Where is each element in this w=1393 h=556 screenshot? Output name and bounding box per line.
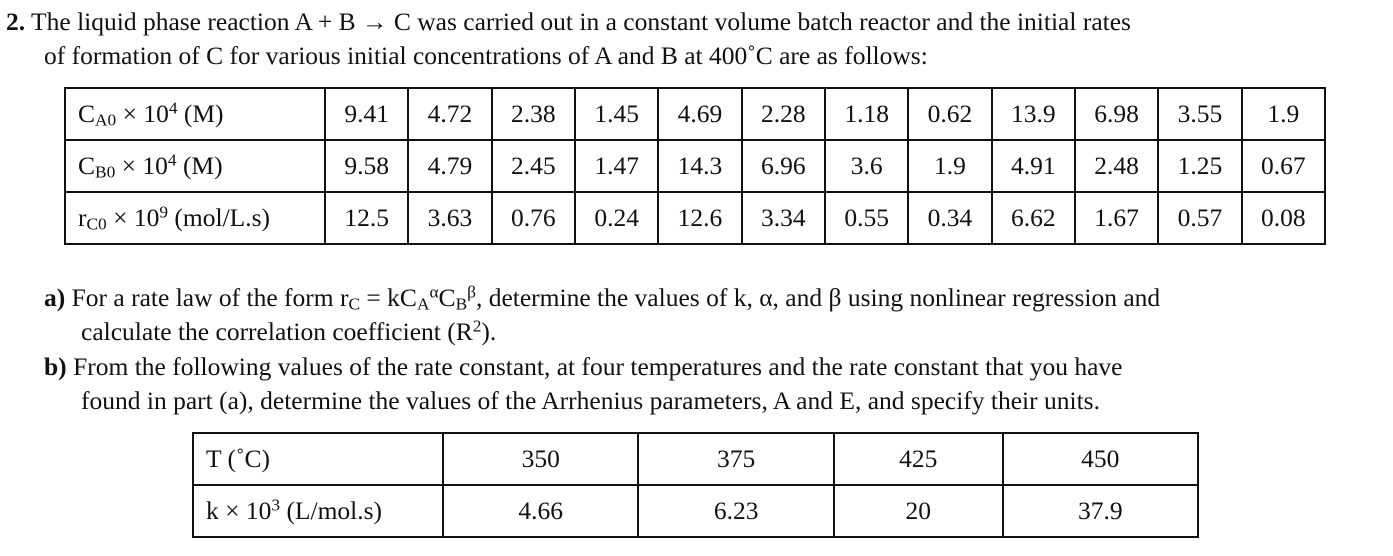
- part-b-line: found in part (a), determine the values …: [81, 386, 1100, 415]
- table-cell: 3.34: [740, 191, 826, 245]
- table-cell: 0.55: [823, 191, 910, 245]
- table-row: rC0 × 109 (mol/L.s) 12.5 3.63 0.76 0.24 12.6 3…: [64, 191, 1327, 245]
- text: The liquid phase reaction A + B → C was …: [31, 7, 1131, 36]
- data-table: CA0 × 104 (M) 9.41 4.72 2.38 1.45 4.69 2.28 1.1…: [64, 87, 1327, 245]
- superscript: α: [429, 282, 439, 302]
- text: (M): [176, 151, 223, 180]
- table-cell: 2.28: [740, 87, 826, 141]
- table-cell: 0.62: [907, 87, 993, 141]
- table-cell: 6.98: [1073, 87, 1160, 141]
- table-row: T (˚C) 350 375 425 450: [192, 432, 1200, 486]
- table-cell: 4.79: [407, 139, 493, 193]
- table-cell: 13.9: [990, 87, 1076, 141]
- part-a-line: a) For a rate law of the form rC = kCAαC…: [44, 281, 1160, 315]
- superscript: 9: [159, 202, 169, 222]
- superscript: 4: [167, 150, 177, 170]
- table-cell: 20: [832, 484, 1004, 538]
- superscript: β: [467, 282, 476, 302]
- table-cell: 425: [832, 432, 1004, 486]
- text: (L/mol.s): [280, 496, 383, 525]
- part-label: a): [44, 283, 66, 312]
- text: calculate the correlation coefficient (R: [81, 317, 473, 346]
- table-cell: 1.47: [573, 139, 660, 193]
- table-cell: 12.5: [323, 191, 410, 245]
- table-cell: 14.3: [657, 139, 743, 193]
- table-row: CA0 × 104 (M) 9.41 4.72 2.38 1.45 4.69 2.28 1.1…: [64, 87, 1327, 141]
- text: For a rate law of the form r: [71, 283, 349, 312]
- text: , determine the values of k, α, and β us…: [475, 283, 1161, 312]
- text: k × 10: [206, 496, 272, 525]
- problem-number: 2.: [6, 7, 26, 36]
- text: C: [78, 151, 96, 180]
- table-cell: 0.57: [1157, 191, 1243, 245]
- table-cell: 1.25: [1157, 139, 1243, 193]
- text: × 10: [106, 203, 160, 232]
- part-a-line: calculate the correlation coefficient (R…: [81, 315, 496, 349]
- table-cell: 37.9: [1001, 484, 1200, 538]
- table-cell: 0.76: [490, 191, 576, 245]
- table-cell: 0.24: [573, 191, 660, 245]
- table-cell: 4.91: [990, 139, 1076, 193]
- part-label: b): [44, 352, 67, 381]
- text: (mol/L.s): [168, 203, 271, 232]
- problem-line: of formation of C for various initial co…: [44, 41, 928, 70]
- table-cell: 3.6: [823, 139, 910, 193]
- text: r: [78, 203, 87, 232]
- superscript: 3: [271, 495, 281, 515]
- table-cell: 1.45: [573, 87, 660, 141]
- text: C: [78, 99, 96, 128]
- table-row: k × 103 (L/mol.s) 4.66 6.23 20 37.9: [192, 484, 1200, 538]
- table-cell: 9.41: [323, 87, 410, 141]
- subscript: A: [416, 294, 430, 314]
- table-cell: 350: [441, 432, 640, 486]
- table-cell: 1.9: [907, 139, 993, 193]
- row-label: k × 103 (L/mol.s): [192, 484, 444, 538]
- table-cell: 375: [637, 432, 835, 486]
- table-cell: 9.58: [323, 139, 410, 193]
- table-cell: 1.9: [1240, 87, 1327, 141]
- table-cell: 12.6: [657, 191, 743, 245]
- table-cell: 1.67: [1073, 191, 1160, 245]
- part-b-line: b) From the following values of the rate…: [44, 350, 1122, 384]
- table-cell: 3.63: [407, 191, 493, 245]
- table-row: CB0 × 104 (M) 9.58 4.79 2.45 1.47 14.3 6.96 3.6…: [64, 139, 1327, 193]
- table-cell: 1.18: [823, 87, 910, 141]
- table-cell: 4.69: [657, 87, 743, 141]
- subscript: B: [455, 294, 468, 314]
- table-cell: 3.55: [1157, 87, 1243, 141]
- text: × 10: [115, 151, 168, 180]
- superscript: 4: [168, 98, 178, 118]
- table-cell: 0.67: [1240, 139, 1327, 193]
- table-cell: 0.08: [1240, 191, 1327, 245]
- table-cell: 2.45: [490, 139, 576, 193]
- table-cell: 6.23: [637, 484, 835, 538]
- problem-line: 2. The liquid phase reaction A + B → C w…: [6, 5, 1131, 39]
- text: × 10: [116, 99, 169, 128]
- table-cell: 6.62: [990, 191, 1076, 245]
- text: C: [438, 283, 456, 312]
- rate-constant-table: T (˚C) 350 375 425 450 k × 103 (L/mol.s) 4.66 6…: [192, 432, 1200, 538]
- superscript: 2: [472, 316, 482, 336]
- text: From the following values of the rate co…: [73, 352, 1123, 381]
- table-cell: 0.34: [907, 191, 993, 245]
- row-label: CB0 × 104 (M): [64, 139, 326, 193]
- row-label: T (˚C): [192, 432, 444, 486]
- subscript: C: [348, 294, 361, 314]
- table-cell: 450: [1001, 432, 1200, 486]
- text: ).: [481, 317, 497, 346]
- subscript: A0: [95, 110, 117, 130]
- table-cell: 2.48: [1073, 139, 1160, 193]
- subscript: C0: [86, 214, 107, 234]
- row-label: CA0 × 104 (M): [64, 87, 326, 141]
- table-cell: 4.66: [441, 484, 640, 538]
- subscript: B0: [95, 162, 116, 182]
- table-cell: 6.96: [740, 139, 826, 193]
- table-cell: 4.72: [407, 87, 493, 141]
- text: = kC: [360, 283, 417, 312]
- row-label: rC0 × 109 (mol/L.s): [64, 191, 326, 245]
- text: (M): [177, 99, 224, 128]
- table-cell: 2.38: [490, 87, 576, 141]
